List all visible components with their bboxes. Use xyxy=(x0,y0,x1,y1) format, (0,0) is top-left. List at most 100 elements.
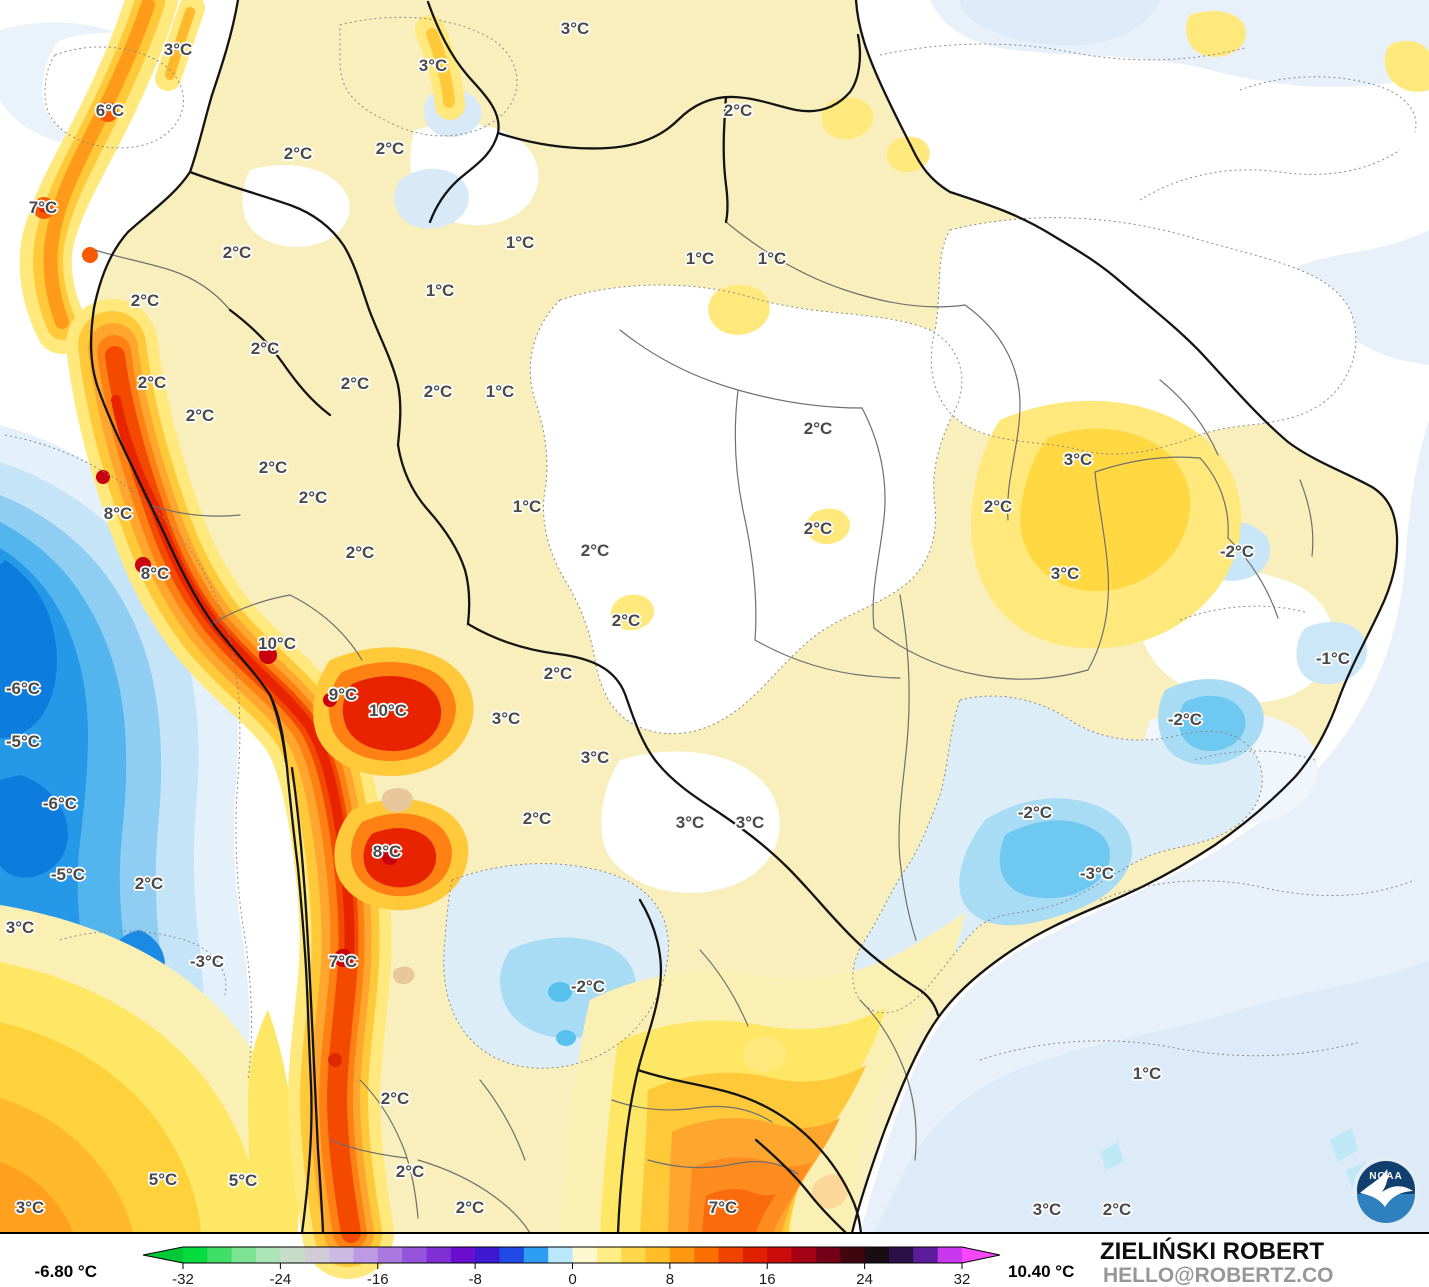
temp-label: 2°C xyxy=(259,458,288,477)
colorbar-segment xyxy=(256,1247,281,1263)
colorbar-segment xyxy=(231,1247,257,1263)
temp-label: 2°C xyxy=(341,374,370,393)
temp-label: 3°C xyxy=(1064,450,1093,469)
temp-label: 8°C xyxy=(104,504,133,523)
temp-label: 2°C xyxy=(804,419,833,438)
temp-label: 1°C xyxy=(426,281,455,300)
temp-label: 2°C xyxy=(223,243,252,262)
temp-label: 3°C xyxy=(419,56,448,75)
colorbar-segment xyxy=(475,1247,500,1263)
temp-label: -5°C xyxy=(51,865,85,884)
temp-label: 3°C xyxy=(492,709,521,728)
southwest-warm-ocean xyxy=(0,905,299,1233)
noaa-seagull-icon xyxy=(1360,1169,1413,1207)
temp-label: 2°C xyxy=(186,406,215,425)
temp-label: 8°C xyxy=(373,842,402,861)
temp-label: -2°C xyxy=(1168,710,1202,729)
colorbar-segment xyxy=(523,1247,549,1263)
colorbar-segment xyxy=(669,1247,695,1263)
colorbar-tick-label: 32 xyxy=(954,1271,971,1287)
temp-label: 2°C xyxy=(1103,1200,1132,1219)
colorbar: -32 -24 -16 -8 0 8 16 24 32 -6.80 °C 10.40 °C xyxy=(34,1246,1074,1287)
colorbar-segment xyxy=(694,1247,720,1263)
temp-label: -2°C xyxy=(571,977,605,996)
colorbar-segment xyxy=(621,1247,647,1263)
temp-label: 3°C xyxy=(581,748,610,767)
temp-label: 1°C xyxy=(758,249,787,268)
colorbar-segment xyxy=(596,1247,622,1263)
temp-label: 8°C xyxy=(141,564,170,583)
temp-label: 10°C xyxy=(369,701,407,720)
temp-label: 2°C xyxy=(581,541,610,560)
attribution-email: HELLO@ROBERTZ.CO xyxy=(1103,1264,1333,1287)
temp-label: 2°C xyxy=(251,339,280,358)
temp-label: 2°C xyxy=(346,543,375,562)
north-andes-warm-band xyxy=(19,0,465,354)
colorbar-tick-label: -8 xyxy=(468,1271,481,1287)
colorbar-segment xyxy=(913,1247,939,1263)
colorbar-ticks: -32 -24 -16 -8 0 8 16 24 32 xyxy=(172,1263,970,1287)
temp-label: 2°C xyxy=(376,139,405,158)
colorbar-segment xyxy=(426,1247,452,1263)
temp-label: -3°C xyxy=(190,952,224,971)
temp-label: -5°C xyxy=(6,732,40,751)
temp-label: 3°C xyxy=(736,813,765,832)
colorbar-segment xyxy=(718,1247,744,1263)
temp-label: 2°C xyxy=(523,809,552,828)
country-borders xyxy=(89,0,1399,1235)
temp-label: 9°C xyxy=(329,685,358,704)
temp-label: 5°C xyxy=(149,1170,178,1189)
colorbar-segment xyxy=(840,1247,866,1263)
northeast-warm-anomaly xyxy=(610,10,1429,1073)
colorbar-segment xyxy=(183,1247,208,1263)
temp-label: -1°C xyxy=(1316,649,1350,668)
temp-label: 2°C xyxy=(544,664,573,683)
temp-label: 3°C xyxy=(16,1198,45,1217)
temp-label: 7°C xyxy=(329,952,358,971)
temperature-labels: 3°C 3°C 3°C 2°C 6°C 2°C 2°C 7°C 2°C 1°C 1°C 1°C 2°C 1… xyxy=(4,17,1352,1220)
colorbar-tick-label: -16 xyxy=(367,1271,389,1287)
colorbar-segment xyxy=(645,1247,671,1263)
colorbar-tick-label: -32 xyxy=(172,1271,194,1287)
temp-label: 3°C xyxy=(561,19,590,38)
colorbar-left-arrow xyxy=(143,1247,183,1263)
temp-label: -6°C xyxy=(43,794,77,813)
colorbar-segment xyxy=(329,1247,354,1263)
colorbar-segment xyxy=(572,1247,598,1263)
temp-label: 3°C xyxy=(6,918,35,937)
temp-label: 1°C xyxy=(1133,1064,1162,1083)
noaa-logo: NOAA xyxy=(1353,1157,1419,1223)
temp-label: 5°C xyxy=(229,1171,258,1190)
colorbar-segment xyxy=(499,1247,525,1263)
temp-label: 2°C xyxy=(381,1089,410,1108)
temp-label: 2°C xyxy=(984,497,1013,516)
colorbar-tick-label: 16 xyxy=(759,1271,776,1287)
colorbar-tick-label: 8 xyxy=(666,1271,674,1287)
temp-label: 2°C xyxy=(804,519,833,538)
temp-label: 2°C xyxy=(284,144,313,163)
colorbar-right-arrow xyxy=(962,1247,1000,1263)
temp-label: 1°C xyxy=(506,233,535,252)
temp-label: 3°C xyxy=(1051,564,1080,583)
temp-label: 6°C xyxy=(96,101,125,120)
noaa-logo-text: NOAA xyxy=(1369,1171,1402,1182)
temp-label: 2°C xyxy=(456,1198,485,1217)
temp-label: 7°C xyxy=(709,1198,738,1217)
colorbar-tick-label: 24 xyxy=(856,1271,873,1287)
temp-label: -3°C xyxy=(1080,864,1114,883)
temp-label: 3°C xyxy=(164,40,193,59)
landmass xyxy=(41,0,1398,1233)
colorbar-segment xyxy=(937,1247,963,1263)
temp-label: -2°C xyxy=(1220,542,1254,561)
colorbar-segment xyxy=(548,1247,573,1263)
state-borders xyxy=(94,221,1314,1234)
temp-label: 2°C xyxy=(612,611,641,630)
temp-label: 2°C xyxy=(424,382,453,401)
attribution-name: ZIELIŃSKI ROBERT xyxy=(1100,1237,1324,1265)
colorbar-min-label: -6.80 °C xyxy=(34,1262,97,1281)
colorbar-segment xyxy=(304,1247,330,1263)
colorbar-max-label: 10.40 °C xyxy=(1008,1262,1074,1281)
colorbar-segments xyxy=(183,1247,963,1263)
